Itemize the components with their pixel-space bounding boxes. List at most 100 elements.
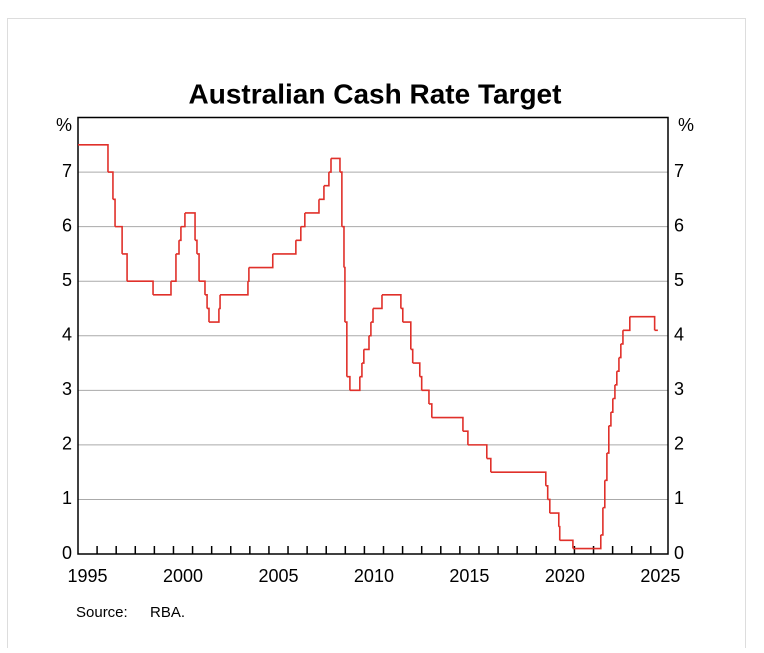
x-tick-label: 2020	[545, 566, 585, 586]
rate-step	[339, 171, 343, 227]
plot-frame	[77, 116, 669, 555]
rate-step	[373, 294, 383, 310]
rate-step	[153, 281, 172, 296]
rate-step	[204, 294, 208, 309]
rate-step	[490, 471, 547, 486]
x-tick-label: 1995	[68, 566, 108, 586]
rate-step	[616, 357, 620, 373]
rate-step	[170, 253, 177, 282]
rate-step	[602, 480, 606, 509]
y-tick-label-right: 6	[674, 215, 684, 235]
rate-step	[629, 315, 656, 331]
rate-step	[179, 226, 182, 242]
rate-step	[547, 498, 551, 514]
rate-step	[467, 444, 488, 459]
rate-step	[368, 322, 372, 337]
rate-step	[330, 157, 341, 173]
rate-step	[428, 403, 433, 418]
rate-step	[346, 375, 351, 391]
rate-step	[220, 281, 249, 296]
rate-step	[207, 307, 210, 323]
y-tick-label-left: 3	[62, 379, 72, 399]
rate-step	[180, 212, 186, 228]
rate-step	[196, 253, 200, 282]
rate-step	[410, 348, 414, 364]
rate-step	[341, 225, 345, 268]
rate-step	[184, 212, 196, 241]
rate-step	[195, 239, 198, 254]
rate-step	[295, 226, 302, 242]
rate-step	[608, 412, 612, 427]
rate-step	[606, 425, 610, 454]
rate-step	[344, 321, 348, 377]
rate-step	[620, 330, 624, 345]
rate-step	[402, 321, 412, 350]
rate-step	[622, 316, 631, 332]
y-tick-label-left: 1	[62, 488, 72, 508]
rate-step	[218, 294, 221, 310]
rate-step	[419, 375, 423, 391]
x-tick-label: 2000	[163, 566, 203, 586]
rate-step	[381, 294, 402, 309]
rate-step	[558, 525, 561, 541]
rate-step	[107, 171, 114, 200]
rate-step	[323, 172, 330, 187]
rate-step	[431, 416, 464, 432]
rate-step	[247, 267, 250, 282]
rate-step	[545, 484, 549, 500]
rate-step	[208, 308, 220, 323]
rate-step	[328, 158, 332, 173]
rate-step	[78, 143, 109, 173]
rate-step	[112, 198, 116, 227]
rate-step	[486, 457, 492, 473]
x-tick-label: 2015	[449, 566, 489, 586]
y-tick-label-right: 0	[674, 543, 684, 563]
y-tick-label-right: 5	[674, 270, 684, 290]
y-tick-label-right: 3	[674, 379, 684, 399]
rate-step	[122, 253, 128, 282]
rate-step	[349, 376, 361, 392]
rate-step	[248, 253, 274, 269]
y-tick-label-right: 7	[674, 161, 684, 181]
y-tick-label-right: 2	[674, 434, 684, 454]
rate-step	[614, 371, 618, 386]
rate-step	[175, 240, 180, 255]
rate-step	[304, 199, 320, 214]
y-tick-label-left: 7	[62, 161, 72, 181]
rate-step	[549, 512, 560, 527]
rate-step	[604, 453, 608, 482]
x-tick-label: 2010	[354, 566, 394, 586]
rate-step	[343, 266, 346, 323]
rate-step	[361, 349, 365, 364]
y-tick-label-left: 6	[62, 215, 72, 235]
rate-step	[600, 507, 604, 536]
rate-step	[272, 240, 297, 255]
rate-step	[559, 539, 574, 549]
rate-step	[300, 212, 306, 228]
rate-step	[127, 280, 154, 295]
rate-step	[618, 343, 622, 359]
rate-step	[572, 534, 602, 550]
rate-step	[400, 307, 404, 323]
source-label: Source:	[76, 604, 128, 621]
y-tick-label-left: 4	[62, 325, 72, 345]
rate-step	[359, 363, 363, 378]
rate-step	[610, 398, 614, 413]
y-tick-label-left: 2	[62, 434, 72, 454]
rate-step	[421, 389, 430, 404]
y-unit-right: %	[678, 115, 694, 135]
y-tick-label-right: 4	[674, 325, 684, 345]
y-tick-label-left: 5	[62, 270, 72, 290]
x-tick-label: 2005	[258, 566, 298, 586]
y-tick-label-left: 0	[62, 543, 72, 563]
rate-step	[462, 430, 469, 445]
rate-step	[318, 185, 325, 201]
rate-step	[115, 225, 123, 254]
rate-step	[370, 308, 374, 323]
chart-title: Australian Cash Rate Target	[189, 78, 562, 109]
rate-step	[412, 362, 421, 377]
rate-step	[363, 335, 370, 351]
rate-step	[612, 384, 616, 400]
x-tick-label: 2025	[640, 566, 680, 586]
